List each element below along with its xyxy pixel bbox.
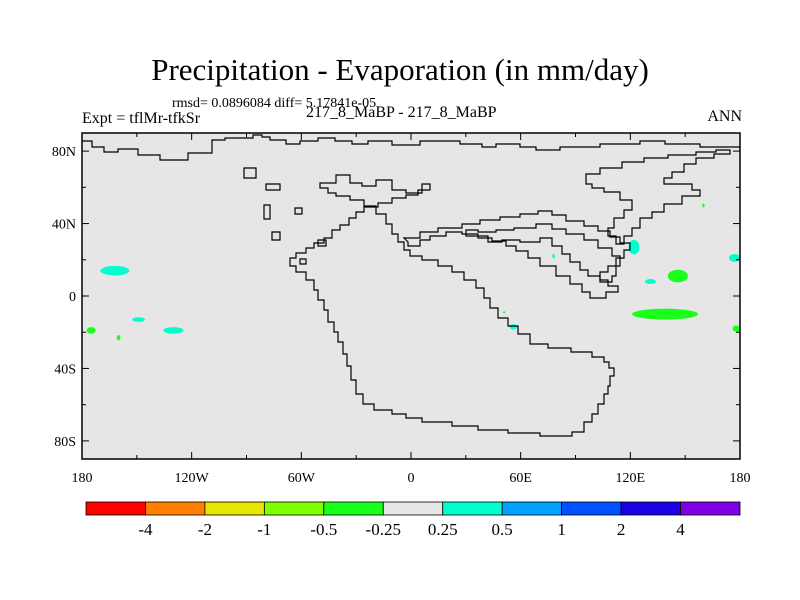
anomaly-patch [163,327,184,334]
colorbar-label: 1 [557,520,566,539]
anomaly-patch [644,278,656,285]
colorbar-swatch [145,501,206,516]
colorbar-label: 4 [676,520,685,539]
x-tick-label: 120W [175,471,210,486]
colorbar-label: -0.5 [310,520,337,539]
colorbar-label: -2 [198,520,212,539]
anomaly-patch [86,327,96,334]
colorbar-swatch [561,501,622,516]
x-tick-label: 60E [509,471,532,486]
x-tick-label: 0 [408,471,415,486]
colorbar-label: 0.5 [492,520,513,539]
colorbar-swatch [85,501,146,516]
colorbar-swatch [501,501,563,516]
anomaly-patch [632,308,698,320]
anomaly-patch [628,239,640,255]
colorbar-swatch [323,501,384,516]
x-tick-label: 180 [72,471,93,486]
colorbar-label: -1 [257,520,271,539]
y-tick-label: 80S [54,435,76,450]
coastline [82,134,740,437]
anomaly-patch [116,334,121,341]
anomaly-patch [132,317,146,322]
y-tick-label: 40N [52,218,76,233]
anomaly-patch [732,325,740,332]
case-label: 217_8_MaBP - 217_8_MaBP [306,104,497,121]
colorbar-swatch [442,501,503,516]
x-tick-label: 60W [288,471,316,486]
colorbar-swatch [382,501,444,516]
x-tick-label: 180 [730,471,751,486]
season-label: ANN [707,108,742,125]
colorbar-label: -4 [138,520,153,539]
colorbar-swatch [263,501,325,516]
chart-title: Precipitation - Evaporation (in mm/day) [151,52,649,87]
anomaly-patch [702,203,705,208]
colorbar-label: 2 [617,520,626,539]
colorbar-swatch [680,501,741,516]
plot-background [82,133,740,459]
anomaly-patch [100,265,130,276]
y-tick-label: 40S [54,362,76,377]
anomaly-patch [503,311,506,314]
colorbar-swatch [620,501,681,516]
experiment-label: Expt = tflMr-tfkSr [82,110,201,127]
colorbar-label: -0.25 [366,520,401,539]
colorbar-swatch [204,501,265,516]
anomaly-patch [552,253,555,259]
anomaly-patch [509,324,518,330]
y-tick-label: 80N [52,145,76,160]
anomaly-patch [667,269,688,283]
stats-line: rmsd= 0.0896084 diff= 5.17841e-05 [172,96,377,111]
anomaly-patch [729,253,740,262]
y-tick-label: 0 [69,290,76,305]
x-tick-label: 120E [616,471,646,486]
colorbar-label: 0.25 [428,520,458,539]
